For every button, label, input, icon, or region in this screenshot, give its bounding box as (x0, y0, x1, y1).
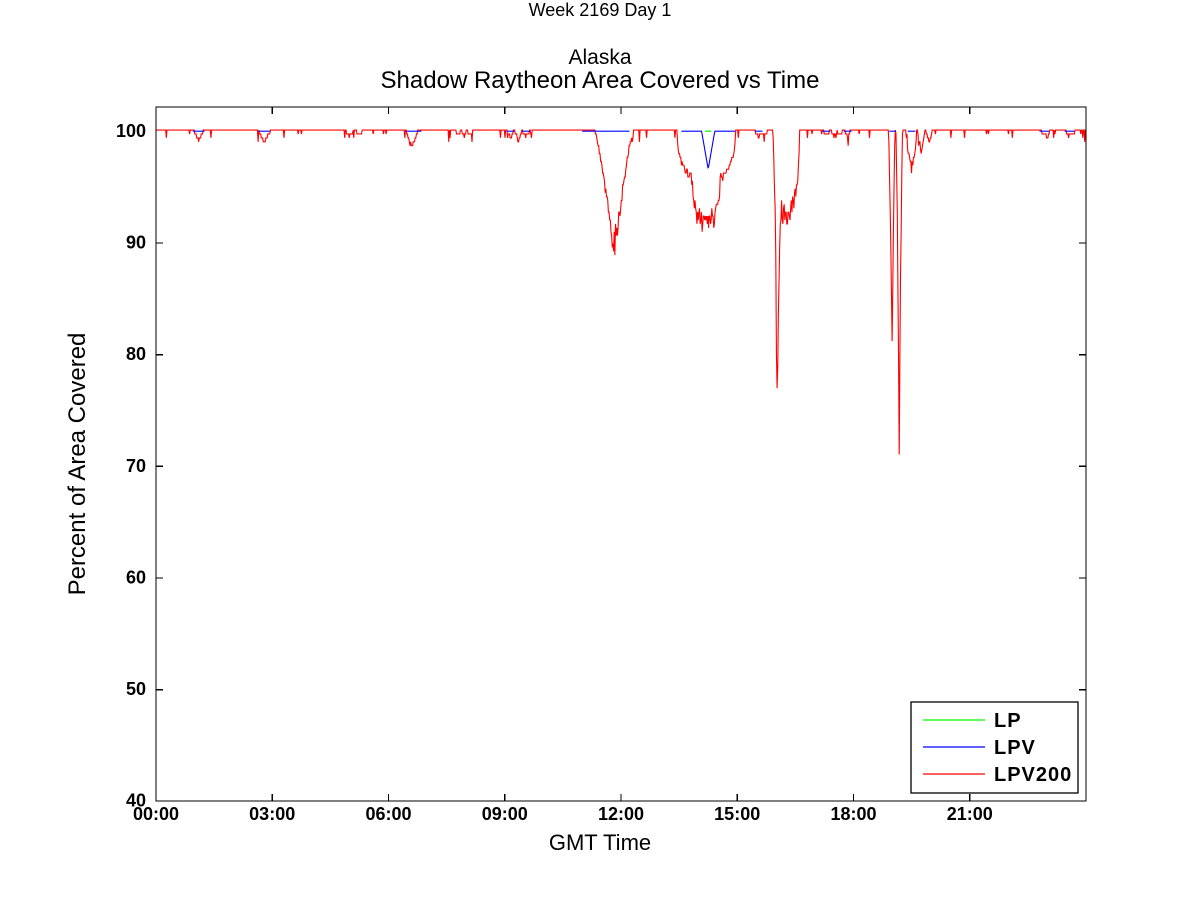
svg-text:LPV: LPV (994, 737, 1036, 759)
svg-text:80: 80 (126, 344, 146, 364)
svg-text:100: 100 (116, 121, 146, 141)
svg-text:LPV200: LPV200 (994, 764, 1072, 786)
svg-text:15:00: 15:00 (714, 804, 760, 824)
svg-text:21:00: 21:00 (947, 804, 993, 824)
svg-text:LP: LP (994, 710, 1022, 732)
svg-text:09:00: 09:00 (482, 804, 528, 824)
svg-text:06:00: 06:00 (365, 804, 411, 824)
svg-text:03:00: 03:00 (249, 804, 295, 824)
svg-text:70: 70 (126, 456, 146, 476)
svg-text:50: 50 (126, 679, 146, 699)
svg-text:00:00: 00:00 (133, 804, 179, 824)
svg-text:12:00: 12:00 (598, 804, 644, 824)
svg-text:60: 60 (126, 568, 146, 588)
svg-text:90: 90 (126, 232, 146, 252)
svg-text:18:00: 18:00 (830, 804, 876, 824)
